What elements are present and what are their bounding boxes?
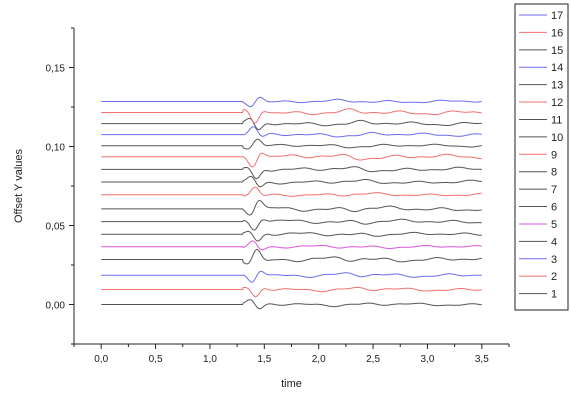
legend-label-2: 2 (551, 271, 557, 283)
series-line-8 (101, 199, 482, 216)
x-axis-title: time (281, 378, 302, 390)
series-line-16 (101, 108, 482, 124)
series-line-13 (101, 138, 482, 150)
y-tick-label: 0,00 (46, 301, 66, 312)
x-tick-label: 1,5 (257, 354, 271, 365)
legend-label-9: 9 (551, 149, 557, 161)
legend: 17 16 15 14 13 12 11 10 9 8 7 6 5 4 3 2 1 (514, 3, 569, 311)
legend-label-14: 14 (551, 62, 563, 74)
series-line-1 (101, 299, 482, 310)
legend-label-5: 5 (551, 219, 557, 231)
series-line-14 (101, 126, 482, 138)
x-tick-label: 0,0 (94, 354, 108, 365)
x-tick-label: 3,0 (420, 354, 434, 365)
legend-label-17: 17 (551, 10, 563, 22)
series-line-9 (101, 186, 482, 197)
y-tick-label: 0,15 (46, 64, 66, 75)
series-line-2 (101, 286, 482, 298)
legend-label-12: 12 (551, 97, 563, 109)
x-tick-label: 1,0 (203, 354, 217, 365)
x-tick-label: 0,5 (149, 354, 163, 365)
y-tick-label: 0,10 (46, 143, 66, 154)
plot-series-group (101, 96, 482, 310)
legend-label-1: 1 (551, 289, 557, 301)
legend-label-15: 15 (551, 45, 563, 57)
series-line-4 (101, 248, 482, 265)
x-tick-label: 2,5 (366, 354, 380, 365)
legend-label-13: 13 (551, 80, 563, 92)
series-line-7 (101, 218, 482, 231)
y-axis-title: Offset Y values (13, 149, 25, 223)
legend-label-11: 11 (551, 114, 562, 126)
series-line-10 (101, 176, 482, 188)
x-tick-label: 3,5 (475, 354, 489, 365)
legend-label-3: 3 (551, 254, 557, 266)
series-line-11 (101, 166, 482, 180)
y-tick-label: 0,05 (46, 222, 66, 233)
legend-label-8: 8 (551, 167, 557, 179)
series-line-15 (101, 117, 482, 131)
axes-group: 0,0 0,5 1,0 1,5 2,0 2,5 3,0 3,5 0,00 0,05 0,10 0,15 (46, 27, 510, 365)
series-line-17 (101, 96, 482, 108)
legend-label-6: 6 (551, 202, 557, 214)
legend-label-16: 16 (551, 27, 563, 39)
series-line-3 (101, 270, 482, 283)
series-line-6 (101, 230, 482, 242)
legend-label-4: 4 (551, 236, 557, 248)
series-line-5 (101, 240, 482, 251)
series-line-12 (101, 152, 482, 168)
x-tick-label: 2,0 (312, 354, 326, 365)
legend-label-7: 7 (551, 184, 557, 196)
legend-label-10: 10 (551, 132, 563, 144)
